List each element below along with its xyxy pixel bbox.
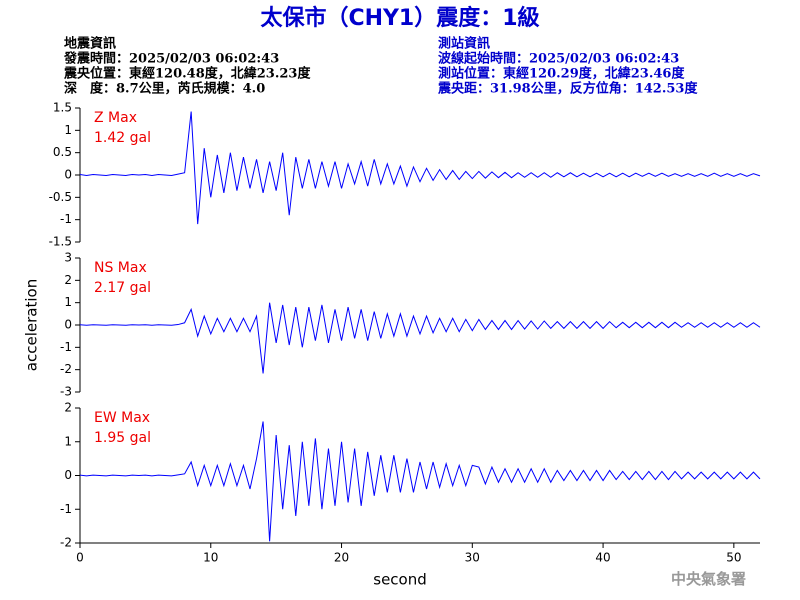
info-line: 震央位置：東經120.48度，北緯23.23度 [63,66,311,82]
chart-title: 太保市（CHY1）震度：1級 [260,5,539,31]
y-tick-label: -3 [60,385,72,399]
x-tick-label: 0 [76,551,84,565]
y-tick-label: -2 [60,362,72,376]
y-tick-label: 0 [64,468,72,482]
y-tick-label: 0 [64,318,72,332]
x-tick-label: 30 [465,551,480,565]
panel-label: EW Max [94,410,150,426]
panel-max: 1.95 gal [94,430,151,446]
panel-label: NS Max [94,260,147,276]
y-tick-label: 0 [64,168,72,182]
y-tick-label: -0.5 [49,190,72,204]
info-line: 深 度：8.7公里，芮氏規模：4.0 [64,81,265,97]
x-tick-label: 50 [726,551,741,565]
y-tick-label: -2 [60,536,72,550]
panel-max: 1.42 gal [94,130,151,146]
y-tick-label: -1 [60,212,72,226]
waveform [79,421,761,542]
y-tick-label: 1 [64,295,72,309]
y-tick-label: -1.5 [49,235,72,249]
footer: 中央氣象署 [671,570,746,588]
info-line: 測站位置：東經120.29度，北緯23.46度 [438,66,685,82]
y-tick-label: -1 [60,502,72,516]
y-tick-label: 1.5 [53,101,72,115]
y-tick-label: 3 [64,251,72,265]
info-line: 測站資訊 [438,36,490,52]
info-line: 發震時間：2025/02/03 06:02:43 [63,51,279,67]
y-tick-label: 2 [64,273,72,287]
y-tick-label: 1 [64,434,72,448]
x-tick-label: 10 [203,551,218,565]
y-tick-label: -1 [60,340,72,354]
x-tick-label: 40 [595,551,610,565]
info-line: 地震資訊 [64,36,116,52]
y-tick-label: 2 [64,401,72,415]
y-tick-label: 0.5 [53,145,72,159]
y-axis-label: acceleration [23,279,41,371]
info-line: 震央距：31.98公里，反方位角：142.53度 [437,81,698,97]
waveform [79,302,761,374]
panel-label: Z Max [94,110,137,126]
panel-max: 2.17 gal [94,280,151,296]
x-axis-label: second [373,571,427,589]
x-tick-label: 20 [334,551,349,565]
info-line: 波線起始時間：2025/02/03 06:02:43 [438,51,679,67]
waveform [79,111,761,225]
y-tick-label: 1 [64,123,72,137]
